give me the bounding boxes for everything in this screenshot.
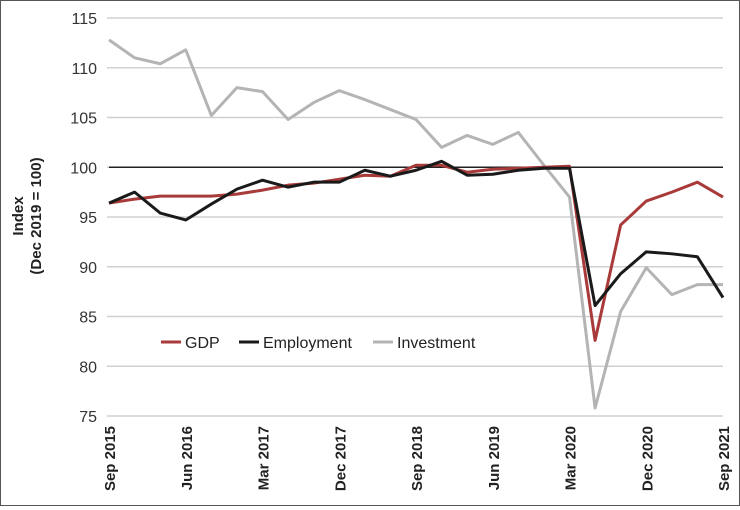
y-tick-label: 105 — [70, 111, 97, 128]
legend-label: Employment — [263, 335, 352, 352]
series-line-gdp — [108, 163, 724, 342]
x-tick-label: Sep 2015 — [102, 426, 119, 491]
y-tick-label: 100 — [70, 160, 97, 177]
y-tick-label: 115 — [71, 11, 97, 28]
x-tick-label: Jun 2019 — [486, 426, 503, 490]
legend-label: GDP — [185, 335, 220, 352]
x-tick-label: Jun 2016 — [179, 426, 196, 490]
y-axis-label: (Dec 2019 = 100) — [28, 157, 45, 274]
y-tick-label: 95 — [79, 210, 97, 227]
y-tick-label: 90 — [79, 260, 97, 277]
series-line-investment — [108, 38, 723, 410]
y-axis-label: Index — [10, 196, 27, 236]
x-tick-label: Dec 2020 — [639, 426, 656, 491]
x-tick-label: Sep 2021 — [716, 426, 733, 491]
y-tick-label: 85 — [79, 310, 97, 327]
legend-label: Investment — [397, 335, 476, 352]
x-tick-label: Mar 2020 — [563, 426, 580, 490]
x-tick-label: Sep 2018 — [409, 426, 426, 491]
y-tick-label: 80 — [79, 359, 97, 376]
x-tick-label: Dec 2017 — [332, 426, 349, 491]
x-tick-label: Mar 2017 — [256, 426, 273, 490]
y-tick-label: 110 — [71, 61, 97, 78]
y-tick-label: 75 — [79, 409, 97, 426]
series-line-employment — [108, 159, 725, 308]
